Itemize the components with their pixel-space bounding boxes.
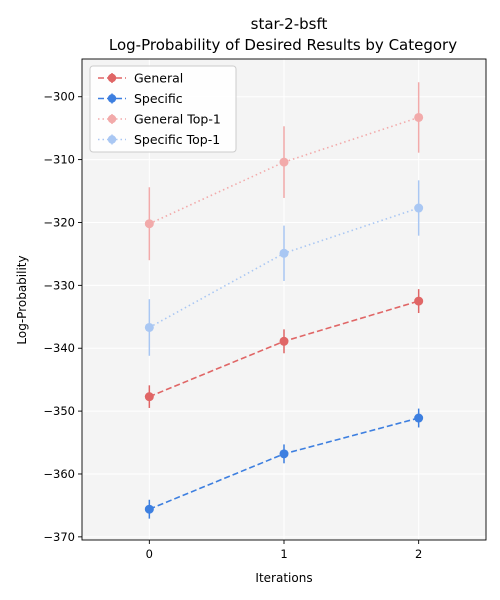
data-point (279, 248, 289, 258)
series-specific-top-1 (144, 180, 424, 356)
x-tick-label: 1 (280, 547, 287, 561)
x-tick-label: 0 (146, 547, 153, 561)
y-tick-label: −330 (43, 278, 75, 292)
series-general (144, 289, 424, 408)
y-tick-label: −350 (43, 404, 75, 418)
data-point (144, 322, 154, 332)
tick-labels: −370 −360 −350 −340 −330 −320 −310 −300 0 1 2 (43, 90, 422, 561)
series-layer (144, 82, 424, 519)
y-tick-label: −320 (43, 215, 75, 229)
legend-swatch-marker (107, 73, 117, 83)
series-general-top-1 (144, 82, 424, 261)
legend: General Specific General Top-1 Specific Top… (89, 65, 237, 153)
data-point (144, 504, 154, 514)
y-tick-label: −310 (43, 153, 75, 167)
data-point (414, 413, 424, 423)
data-point (144, 392, 154, 402)
legend-label: Specific (134, 91, 183, 106)
data-point (279, 157, 289, 167)
legend-label: General (134, 71, 183, 86)
y-tick-label: −340 (43, 341, 75, 355)
chart-title-line1: star-2-bsft (251, 15, 328, 33)
legend-box (89, 65, 237, 153)
data-point (279, 449, 289, 459)
data-point (279, 336, 289, 346)
chart-title-line2: Log-Probability of Desired Results by Ca… (109, 36, 457, 54)
y-tick-label: −360 (43, 467, 75, 481)
y-axis-label: Log-Probability (15, 255, 29, 344)
data-point (414, 112, 424, 122)
legend-swatch-marker (107, 135, 117, 144)
y-tick-label: −300 (43, 90, 75, 104)
legend-swatch-marker (107, 114, 117, 124)
data-point (414, 296, 424, 306)
data-point (414, 203, 424, 213)
x-axis-label: Iterations (255, 571, 312, 585)
y-tick-label: −370 (43, 530, 75, 544)
data-point (144, 219, 154, 229)
series-specific (144, 408, 424, 519)
legend-label: Specific Top-1 (134, 132, 220, 147)
legend-label: General Top-1 (134, 112, 221, 127)
legend-swatch-marker (107, 94, 117, 103)
x-tick-label: 2 (415, 547, 422, 561)
